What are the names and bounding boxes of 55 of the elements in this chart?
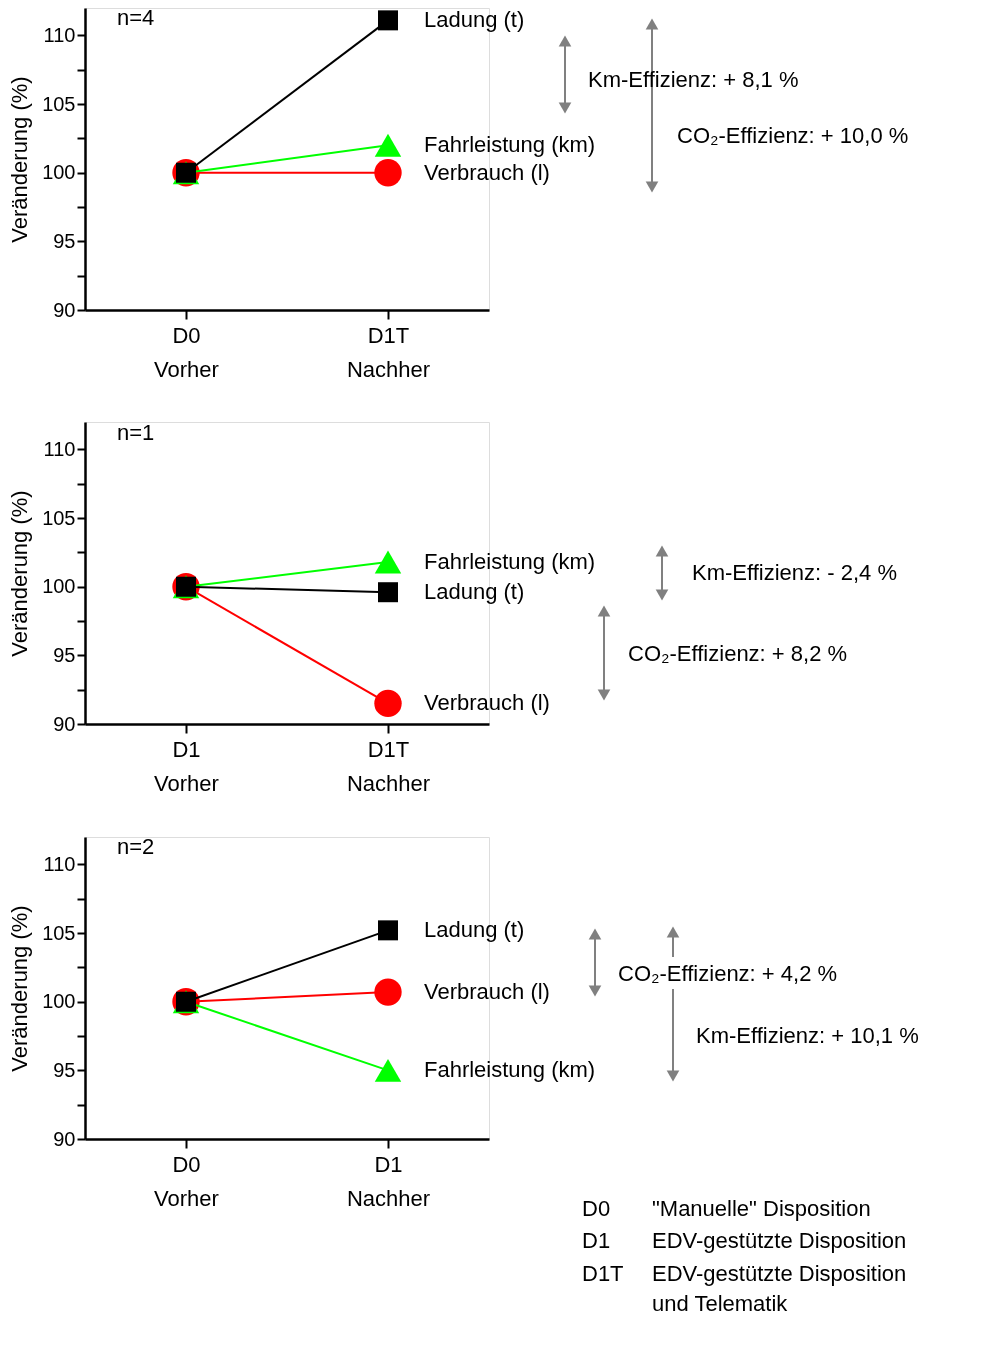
series-label: Fahrleistung (km) bbox=[424, 132, 596, 158]
text: und Telematik bbox=[652, 1291, 789, 1316]
y-tick-label: 110 bbox=[43, 437, 76, 460]
y-tick-label: 110 bbox=[43, 23, 76, 46]
series-label: Ladung (t) bbox=[424, 917, 525, 943]
text: D1T bbox=[582, 1261, 624, 1286]
point bbox=[378, 10, 398, 31]
y-tick-label: 100 bbox=[42, 161, 76, 184]
annotation: n=1 bbox=[117, 420, 155, 445]
x-tick-label: D1T Nachher bbox=[346, 322, 431, 382]
text: EDV-gestützte Disposition bbox=[652, 1261, 907, 1286]
series-label: Verbrauch (l) bbox=[424, 979, 550, 1005]
text: D1 bbox=[582, 1228, 611, 1253]
text: Km-Effizienz: + 10,1 % bbox=[696, 1023, 919, 1048]
point bbox=[374, 689, 402, 718]
point bbox=[378, 582, 398, 603]
y-tick-label: 90 bbox=[53, 712, 76, 735]
series-label: Fahrleistung (km) bbox=[424, 549, 596, 575]
annotation: n=2 bbox=[117, 834, 155, 859]
y-tick-label: 105 bbox=[42, 92, 76, 115]
y-axis-title: Veränderung (%) bbox=[7, 76, 33, 243]
y-tick-label: 95 bbox=[53, 643, 76, 666]
text: D0 bbox=[582, 1196, 611, 1221]
point bbox=[374, 978, 402, 1006]
series-label: Ladung (t) bbox=[424, 7, 525, 33]
annotation: n=4 bbox=[117, 5, 155, 30]
y-axis-title: Veränderung (%) bbox=[7, 490, 33, 657]
text: EDV-gestützte Disposition bbox=[652, 1228, 907, 1253]
y-tick-label: 95 bbox=[53, 1058, 76, 1081]
series-label: Verbrauch (l) bbox=[424, 690, 550, 716]
x-tick-label: D0 Vorher bbox=[154, 322, 219, 382]
series-label: Fahrleistung (km) bbox=[424, 1057, 596, 1083]
text: CO₂-Effizienz: + 4,2 % bbox=[618, 961, 838, 986]
text: Km-Effizienz: - 2,4 % bbox=[692, 560, 897, 585]
text: CO₂-Effizienz: + 8,2 % bbox=[628, 641, 848, 666]
y-tick-label: 105 bbox=[42, 921, 76, 944]
y-tick-label: 95 bbox=[53, 229, 76, 252]
text: CO₂-Effizienz: + 10,0 % bbox=[677, 123, 909, 148]
y-tick-label: 90 bbox=[53, 298, 76, 321]
point bbox=[374, 159, 402, 187]
x-tick-label: D0 Vorher bbox=[154, 1151, 219, 1211]
y-tick-label: 105 bbox=[42, 506, 76, 529]
x-tick-label: D1 Nachher bbox=[346, 1151, 431, 1211]
y-tick-label: 90 bbox=[53, 1127, 76, 1150]
text: Km-Effizienz: + 8,1 % bbox=[588, 67, 799, 92]
x-tick-label: D1T Nachher bbox=[346, 736, 431, 796]
text: "Manuelle" Disposition bbox=[652, 1196, 871, 1221]
point bbox=[378, 920, 398, 941]
y-axis-title: Veränderung (%) bbox=[7, 905, 33, 1072]
series-label: Verbrauch (l) bbox=[424, 159, 550, 185]
y-tick-label: 100 bbox=[42, 575, 76, 598]
x-tick-label: D1 Vorher bbox=[154, 736, 219, 796]
y-tick-label: 110 bbox=[43, 852, 76, 875]
y-tick-label: 100 bbox=[42, 990, 76, 1013]
series-label: Ladung (t) bbox=[424, 579, 525, 605]
